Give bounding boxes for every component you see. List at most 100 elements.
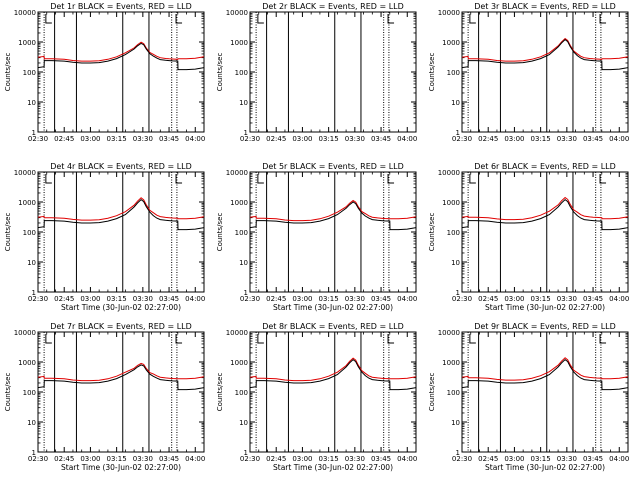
y-tick-label: 1000 — [230, 199, 248, 207]
events-rate-line — [461, 358, 629, 391]
flag-mark — [257, 174, 264, 184]
flag-mark — [599, 174, 607, 184]
x-tick-label: 04:00 — [609, 135, 629, 143]
events-rate-line — [461, 198, 629, 231]
y-tick-label: 10000 — [438, 169, 460, 177]
panel-title: Det 3r BLACK = Events, RED = LLD — [474, 2, 616, 11]
y-tick-label: 1000 — [230, 39, 248, 47]
y-tick-label: 100 — [235, 229, 248, 237]
y-tick-label: 10 — [27, 259, 36, 267]
y-axis-label: Counts/sec — [428, 373, 436, 412]
x-tick-label: 03:00 — [292, 455, 312, 463]
y-tick-label: 10000 — [438, 9, 460, 17]
y-tick-label: 10000 — [226, 169, 248, 177]
lld-rate-line — [37, 362, 205, 382]
x-tick-label: 03:45 — [159, 295, 179, 303]
y-tick-label: 10000 — [14, 329, 36, 337]
x-tick-label: 02:30 — [452, 295, 472, 303]
flag-mark — [387, 14, 395, 24]
x-tick-label: 03:30 — [345, 455, 365, 463]
x-tick-label: 04:00 — [609, 295, 629, 303]
flag-mark — [599, 334, 607, 344]
y-tick-label: 1000 — [230, 359, 248, 367]
y-tick-label: 100 — [447, 389, 460, 397]
panel-title: Det 5r BLACK = Events, RED = LLD — [262, 162, 404, 171]
y-axis-label: Counts/sec — [4, 213, 12, 252]
y-tick-label: 1 — [244, 449, 248, 457]
y-tick-label: 10 — [239, 419, 248, 427]
x-tick-label: 03:45 — [371, 295, 391, 303]
x-tick-label: 03:30 — [133, 135, 153, 143]
y-axis-label: Counts/sec — [428, 213, 436, 252]
y-tick-label: 10 — [451, 259, 460, 267]
flag-mark — [469, 334, 476, 344]
plot-frame — [37, 171, 205, 293]
x-tick-label: 02:30 — [28, 295, 48, 303]
y-axis-label: Counts/sec — [216, 373, 224, 412]
plot-frame — [461, 331, 629, 453]
events-rate-line — [461, 38, 629, 71]
flag-mark — [175, 334, 183, 344]
y-tick-label: 100 — [23, 389, 36, 397]
y-axis-label: Counts/sec — [216, 53, 224, 92]
panel-title: Det 2r BLACK = Events, RED = LLD — [262, 2, 404, 11]
flag-mark — [387, 174, 395, 184]
x-tick-label: 03:45 — [583, 295, 603, 303]
y-tick-label: 10 — [451, 419, 460, 427]
lld-rate-line — [37, 41, 205, 62]
panel-title: Det 4r BLACK = Events, RED = LLD — [50, 162, 192, 171]
events-rate-line — [37, 198, 205, 231]
x-tick-label: 03:45 — [159, 135, 179, 143]
x-tick-label: 04:00 — [185, 455, 205, 463]
events-rate-line — [249, 358, 417, 391]
flag-mark — [175, 174, 183, 184]
y-tick-label: 10 — [239, 99, 248, 107]
flag-mark — [45, 334, 52, 344]
flag-mark — [469, 174, 476, 184]
panel-det-8: Det 8r BLACK = Events, RED = LLD Counts/s… — [216, 322, 417, 472]
x-tick-label: 02:45 — [478, 295, 498, 303]
x-tick-label: 03:15 — [319, 135, 339, 143]
panel-det-2: Det 2r BLACK = Events, RED = LLD Counts/s… — [216, 2, 417, 143]
y-tick-label: 10000 — [14, 9, 36, 17]
panel-title: Det 7r BLACK = Events, RED = LLD — [50, 322, 192, 331]
x-tick-label: 02:30 — [240, 135, 260, 143]
events-rate-line — [37, 42, 205, 71]
x-tick-label: 02:30 — [240, 455, 260, 463]
panel-det-1: Det 1r BLACK = Events, RED = LLD Counts/s… — [4, 2, 205, 143]
y-tick-label: 1 — [244, 129, 248, 137]
panel-det-4: Det 4r BLACK = Events, RED = LLD Counts/s… — [4, 162, 205, 312]
x-tick-label: 03:45 — [371, 455, 391, 463]
y-tick-label: 1 — [244, 289, 248, 297]
y-tick-label: 100 — [23, 69, 36, 77]
lld-rate-line — [249, 357, 417, 382]
x-axis-label: Start Time (30-Jun-02 02:27:00) — [273, 303, 393, 312]
x-tick-label: 02:45 — [478, 135, 498, 143]
x-tick-label: 03:30 — [557, 135, 577, 143]
y-tick-label: 10 — [451, 99, 460, 107]
panel-det-6: Det 6r BLACK = Events, RED = LLD Counts/s… — [428, 162, 629, 312]
y-tick-label: 1000 — [442, 39, 460, 47]
panel-det-5: Det 5r BLACK = Events, RED = LLD Counts/s… — [216, 162, 417, 312]
flag-mark — [45, 14, 52, 24]
x-tick-label: 02:45 — [266, 455, 286, 463]
y-axis-label: Counts/sec — [4, 53, 12, 92]
x-tick-label: 04:00 — [609, 455, 629, 463]
x-tick-label: 03:00 — [80, 135, 100, 143]
panel-det-7: Det 7r BLACK = Events, RED = LLD Counts/s… — [4, 322, 205, 472]
x-tick-label: 04:00 — [397, 135, 417, 143]
flag-mark — [175, 14, 183, 24]
x-tick-label: 03:30 — [557, 295, 577, 303]
y-axis-label: Counts/sec — [428, 53, 436, 92]
plot-frame — [461, 171, 629, 293]
y-tick-label: 1000 — [442, 359, 460, 367]
x-tick-label: 03:15 — [107, 455, 127, 463]
plot-frame — [37, 331, 205, 453]
x-tick-label: 02:45 — [478, 455, 498, 463]
x-tick-label: 03:15 — [531, 455, 551, 463]
x-tick-label: 04:00 — [397, 295, 417, 303]
y-tick-label: 10000 — [14, 169, 36, 177]
y-tick-label: 100 — [447, 229, 460, 237]
plot-frame — [37, 11, 205, 133]
x-tick-label: 02:30 — [240, 295, 260, 303]
